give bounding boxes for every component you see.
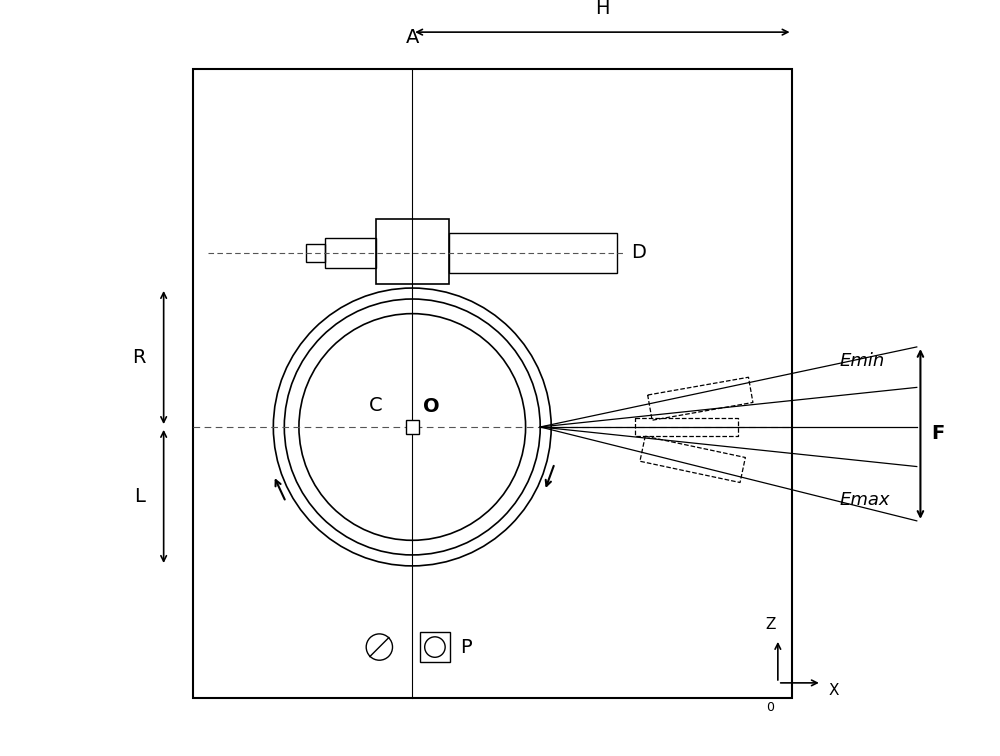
Text: D: D [632,243,646,262]
Bar [193,69,792,698]
Text: Z: Z [765,617,776,632]
Bar [449,233,617,274]
Bar [325,238,376,268]
Bar [306,244,325,262]
Text: 0: 0 [767,701,775,714]
Text: H: H [595,0,610,17]
Text: Emin: Emin [840,352,885,370]
Text: L: L [135,487,145,506]
Text: P: P [460,637,471,656]
Bar [376,218,449,284]
Text: C: C [369,395,383,414]
Text: R: R [132,348,145,367]
Text: F: F [931,424,945,444]
Text: Emax: Emax [840,491,890,509]
Text: A: A [406,28,419,47]
Text: O: O [423,397,440,416]
Bar [420,632,450,662]
Bar [406,420,419,433]
Text: X: X [829,683,840,698]
